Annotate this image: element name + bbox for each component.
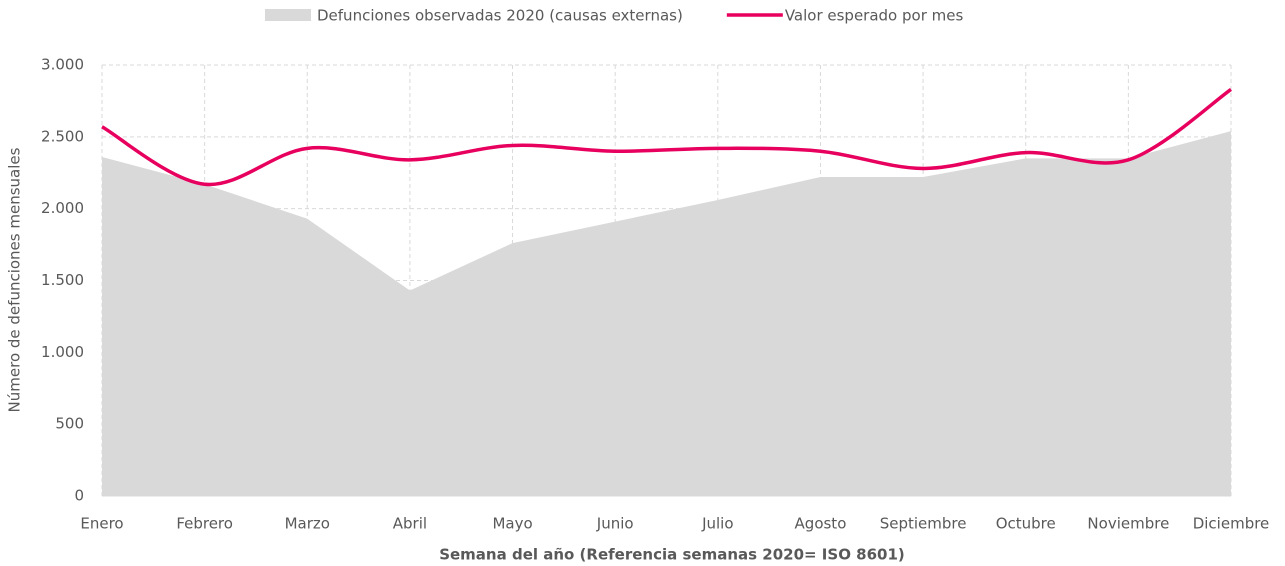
line [101,87,1232,187]
x-tick-label: Octubre [996,515,1056,533]
x-tick-label: Enero [80,515,123,533]
y-axis-title: Número de defunciones mensuales [6,147,24,412]
legend-swatch [265,9,311,21]
x-tick-label: Mayo [492,515,532,533]
x-tick-label: Julio [701,515,733,533]
x-tick-label: Abril [393,515,427,533]
x-tick-label: Junio [596,515,634,533]
y-tick-label: 1.500 [41,271,84,289]
y-tick-label: 1.000 [41,343,84,361]
x-tick-label: Diciembre [1193,515,1270,533]
legend-label: Valor esperado por mes [785,7,964,25]
legend-label: Defunciones observadas 2020 (causas exte… [317,7,683,25]
x-tick-label: Noviembre [1087,515,1169,533]
x-axis-title: Semana del año (Referencia semanas 2020=… [439,546,905,564]
y-tick-label: 2.000 [41,199,84,217]
y-tick-label: 3.000 [41,56,84,74]
y-tick-label: 2.500 [41,127,84,145]
y-tick-label: 0 [74,487,84,505]
x-tick-label: Septiembre [880,515,967,533]
x-tick-label: Febrero [176,515,233,533]
area [102,131,1231,496]
x-tick-label: Marzo [285,515,330,533]
y-tick-label: 500 [55,415,84,433]
x-tick-label: Agosto [795,515,847,533]
